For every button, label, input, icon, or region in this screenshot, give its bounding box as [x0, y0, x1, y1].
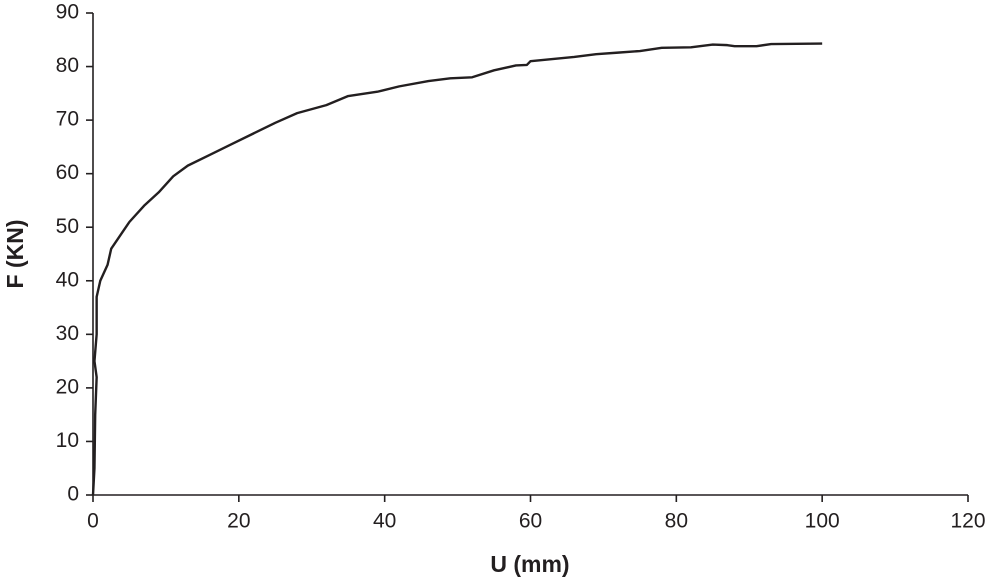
x-tick-label: 20: [227, 510, 250, 533]
x-axis-title: U (mm): [490, 551, 569, 577]
x-tick-label: 100: [805, 510, 840, 533]
y-tick-label: 90: [56, 1, 79, 24]
y-tick-label: 60: [56, 161, 79, 184]
x-tick-label: 60: [519, 510, 542, 533]
y-tick-label: 0: [67, 483, 79, 506]
y-tick-label: 30: [56, 322, 79, 345]
y-tick-label: 10: [56, 429, 79, 452]
x-tick-label: 40: [373, 510, 396, 533]
y-tick-label: 70: [56, 108, 79, 131]
x-tick-label: 80: [665, 510, 688, 533]
x-tick-label: 0: [87, 510, 99, 533]
y-tick-label: 50: [56, 215, 79, 238]
x-tick-label: 120: [950, 510, 985, 533]
y-tick-label: 80: [56, 54, 79, 77]
y-axis-title: F (KN): [2, 220, 28, 289]
y-tick-label: 20: [56, 375, 79, 398]
y-tick-label: 40: [56, 268, 79, 291]
data-line: [91, 42, 823, 496]
